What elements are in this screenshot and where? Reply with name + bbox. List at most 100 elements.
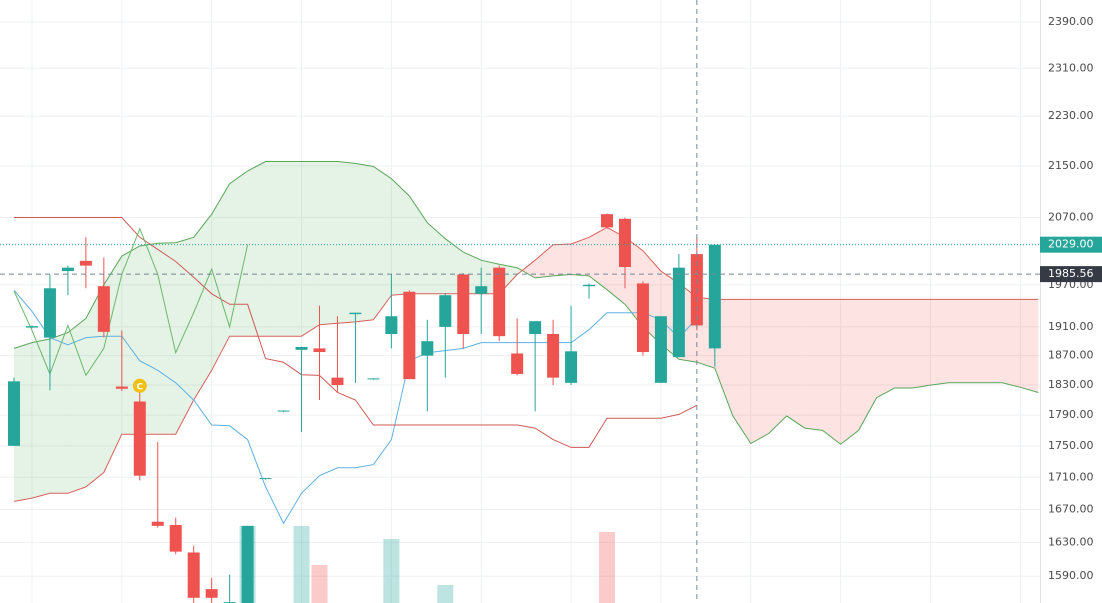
indicator-line (13, 227, 249, 377)
y-tick-label: 1790.00 (1048, 408, 1094, 421)
candle-body (295, 346, 308, 350)
candle-body (547, 334, 560, 378)
cloud-fill (67, 318, 86, 494)
event-label: C (136, 382, 143, 392)
y-tick-label: 2150.00 (1048, 159, 1094, 172)
cloud-fill (966, 299, 985, 383)
candle-body (169, 525, 182, 552)
candle-body (493, 267, 506, 337)
cloud-fill (391, 178, 410, 296)
grid (0, 0, 1040, 603)
y-tick-label: 2230.00 (1048, 109, 1094, 122)
candle-body (8, 381, 20, 446)
price-axis: 2390.002310.002230.002150.002070.001970.… (1040, 15, 1102, 582)
y-tick-label: 1870.00 (1048, 349, 1094, 362)
cloud-fill (247, 161, 266, 337)
volume-bar (293, 526, 310, 603)
cloud-fill (522, 260, 536, 278)
candle-body (277, 410, 290, 412)
candle-body (618, 218, 631, 267)
cloud-fill (804, 299, 823, 431)
cloud-fill (229, 170, 248, 337)
candle-body (349, 312, 362, 315)
cloud-fill (193, 214, 212, 401)
cloud-fill (822, 299, 841, 445)
cloud-fill (337, 161, 356, 324)
event-marker (132, 378, 147, 393)
candle-body (187, 552, 200, 598)
cloud-fill (1020, 299, 1039, 393)
candle-body (331, 377, 344, 386)
cloud-fill (930, 299, 949, 386)
candle-body (457, 274, 470, 335)
last-price-label: 2029.00 (1048, 238, 1094, 251)
volume-bar (437, 585, 454, 603)
crosshair-box (1040, 266, 1102, 283)
cloud-fill (265, 161, 284, 337)
candle-body (97, 286, 110, 332)
cloud-fill (732, 299, 751, 444)
y-tick-label: 2310.00 (1048, 61, 1094, 74)
cloud-fill (589, 227, 608, 290)
cloud-fill (355, 163, 374, 322)
candle-body (439, 295, 452, 327)
candle-body (367, 378, 380, 380)
cloud-fill (984, 299, 1003, 383)
candle-body (654, 316, 667, 383)
candle-body (672, 267, 685, 358)
cloud-fill (786, 299, 805, 429)
indicator-line (14, 217, 698, 448)
candle-body (79, 260, 92, 266)
indicator-line (13, 289, 698, 525)
cloud-fill (1002, 299, 1021, 388)
volume-bar (311, 565, 328, 603)
y-tick-label: 1670.00 (1048, 502, 1094, 515)
candle-body (241, 525, 254, 603)
y-tick-label: 1590.00 (1048, 569, 1094, 582)
candle-body (385, 316, 398, 335)
plot-area: C (0, 161, 1040, 603)
candle-body (475, 286, 488, 294)
cloud-fill (571, 237, 590, 276)
cloud-fill (319, 161, 338, 325)
cloud-fill (876, 299, 895, 398)
candle-body (151, 521, 164, 526)
candle-body (259, 478, 272, 480)
candle-body (601, 214, 614, 228)
cloud-fill (553, 244, 572, 276)
cloud-fill (85, 284, 104, 487)
candle-body (583, 284, 596, 287)
y-tick-label: 1910.00 (1048, 320, 1094, 333)
cloud-fill (211, 183, 230, 371)
cloud-fill (283, 161, 302, 337)
y-tick-label: 1830.00 (1048, 378, 1094, 391)
cloud-fill (175, 237, 194, 435)
cloud-fill (948, 299, 967, 383)
cloud-fill (373, 166, 392, 320)
candle-body (115, 386, 128, 389)
candle-body (565, 351, 578, 383)
candle-body (636, 283, 649, 353)
cloud-fill (750, 299, 769, 444)
candle-body (403, 291, 416, 380)
cloud-fill (427, 222, 446, 294)
cloud-fill (912, 299, 931, 389)
candle-body (43, 288, 56, 338)
candle-body (133, 401, 146, 476)
cloud-fill (517, 267, 523, 275)
cloud-fill (768, 299, 787, 434)
candle-body (205, 589, 218, 598)
candle-body (421, 341, 434, 356)
cloud-fill (409, 195, 428, 294)
volume-bar (383, 539, 400, 603)
y-tick-label: 1630.00 (1048, 535, 1094, 548)
y-tick-label: 1710.00 (1048, 470, 1094, 483)
leading-span-b (13, 226, 1039, 502)
cloud-fill (840, 299, 859, 445)
y-tick-label: 2070.00 (1048, 210, 1094, 223)
cloud-fill (301, 161, 320, 337)
candle-body (61, 267, 74, 272)
y-tick-label: 1750.00 (1048, 439, 1094, 452)
cloud-fill (535, 244, 554, 278)
